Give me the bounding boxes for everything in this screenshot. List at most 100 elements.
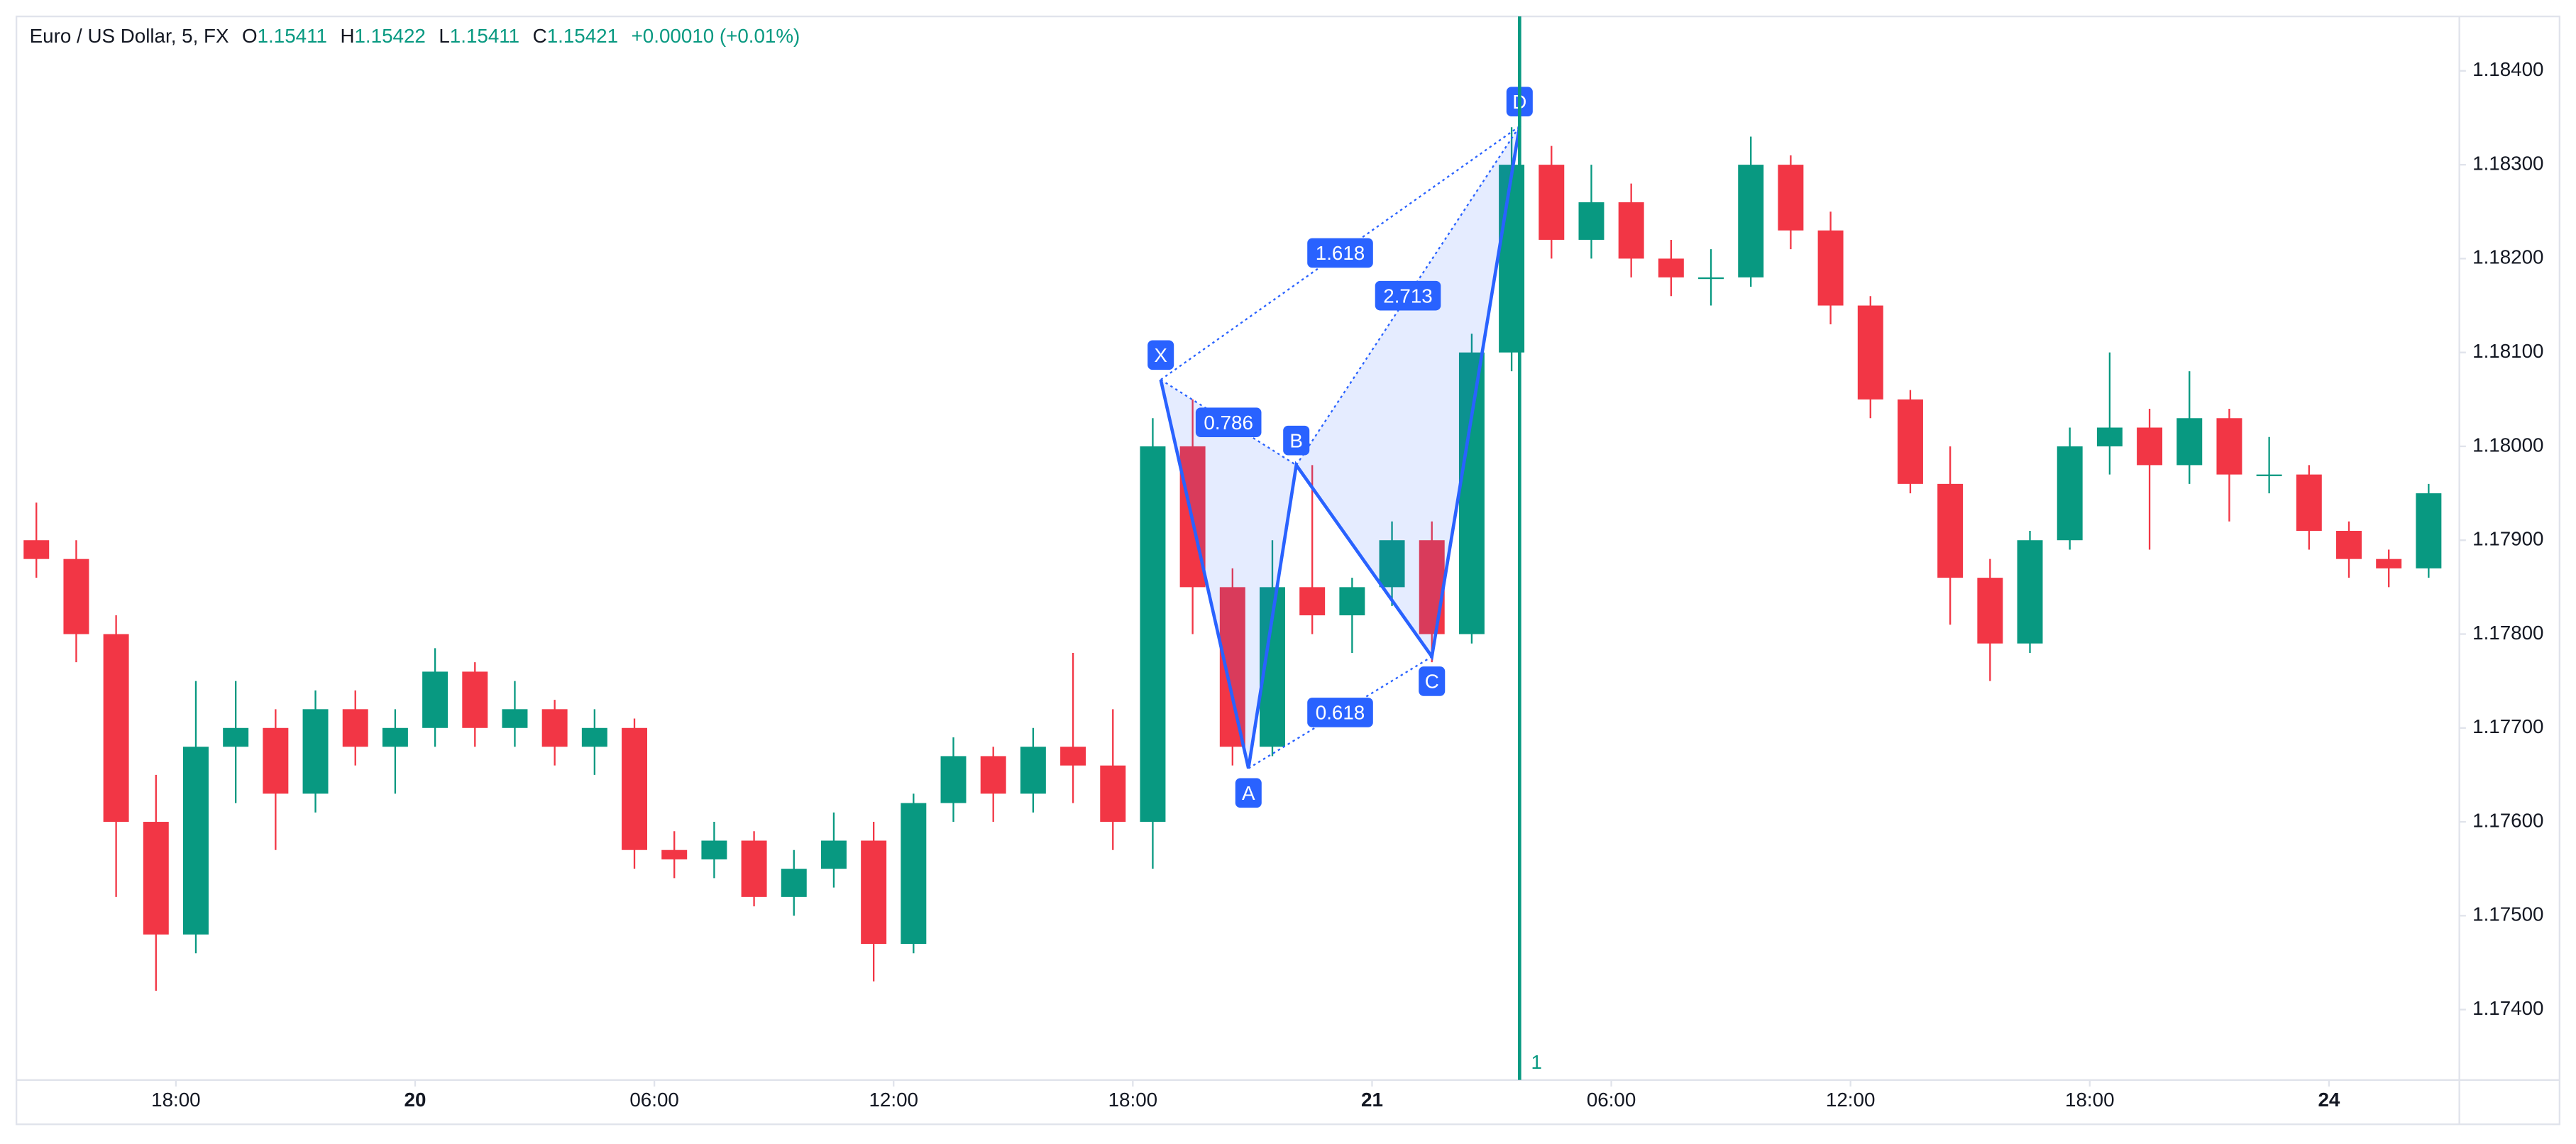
legend-value: 1.15411 bbox=[258, 26, 327, 48]
candle-body bbox=[263, 727, 289, 794]
frame bbox=[15, 15, 2561, 1126]
ratio-box bbox=[1375, 280, 1441, 311]
candle-body bbox=[2336, 530, 2362, 559]
y-tick-label: 1.18100 bbox=[2472, 340, 2543, 362]
candle-body bbox=[940, 756, 967, 803]
candle-body bbox=[820, 840, 847, 869]
candle-body bbox=[1020, 747, 1046, 794]
candle-body bbox=[1379, 540, 1405, 588]
y-tick-label: 1.18200 bbox=[2472, 246, 2543, 268]
point-label: X bbox=[1154, 344, 1167, 366]
point-box bbox=[1419, 666, 1446, 696]
candle-body bbox=[622, 727, 648, 850]
x-tick-label: 24 bbox=[2318, 1089, 2340, 1111]
candle-body bbox=[2057, 446, 2083, 541]
candle-body bbox=[382, 727, 408, 747]
candle-body bbox=[1299, 587, 1326, 616]
point-label: A bbox=[1242, 782, 1255, 804]
candle-body bbox=[781, 869, 807, 897]
y-tick-label: 1.18400 bbox=[2472, 58, 2543, 80]
x-tick-label: 12:00 bbox=[869, 1089, 918, 1111]
ratio-box bbox=[1195, 407, 1262, 438]
pattern-ratio-line bbox=[1248, 656, 1433, 769]
candle-body bbox=[103, 634, 129, 823]
candle-body bbox=[1060, 747, 1086, 766]
candle-body bbox=[1140, 446, 1166, 823]
legend-change: +0.00010 (+0.01%) bbox=[632, 26, 800, 48]
candle-body bbox=[2137, 427, 2163, 466]
candle-body bbox=[2416, 493, 2442, 568]
candle-body bbox=[541, 709, 568, 747]
ratio-box bbox=[1307, 698, 1373, 727]
candle-body bbox=[2096, 427, 2123, 446]
candle-body bbox=[143, 822, 169, 935]
pattern-ratio-line bbox=[1160, 379, 1297, 466]
candle-body bbox=[223, 727, 249, 747]
candle-body bbox=[1100, 765, 1126, 823]
x-tick-label: 18:00 bbox=[1108, 1089, 1157, 1111]
candle-body bbox=[502, 709, 528, 728]
y-tick-label: 1.17600 bbox=[2472, 809, 2543, 831]
point-box bbox=[1147, 340, 1174, 370]
candle-body bbox=[1857, 305, 1883, 400]
candle-body bbox=[2176, 418, 2203, 466]
candle-body bbox=[342, 709, 368, 747]
x-tick-label: 18:00 bbox=[151, 1089, 200, 1111]
candle-body bbox=[2017, 540, 2043, 644]
x-tick-label: 06:00 bbox=[1587, 1089, 1636, 1111]
symbol: Euro / US Dollar, 5, FX bbox=[30, 26, 229, 48]
x-tick-label: 21 bbox=[1361, 1089, 1383, 1111]
point-label: B bbox=[1289, 429, 1303, 451]
x-tick-label: 18:00 bbox=[2065, 1089, 2114, 1111]
candle-body bbox=[901, 803, 927, 945]
ratio-label: 2.713 bbox=[1383, 285, 1432, 307]
y-tick-label: 1.18000 bbox=[2472, 434, 2543, 456]
x-tick-label: 12:00 bbox=[1826, 1089, 1875, 1111]
pattern-fill bbox=[1296, 126, 1520, 657]
candle-body bbox=[581, 727, 607, 747]
candle-body bbox=[1658, 258, 1684, 277]
candle-body bbox=[1778, 165, 1804, 231]
candle-body bbox=[1738, 165, 1764, 277]
candle-body bbox=[2216, 418, 2242, 475]
legend-key: L bbox=[439, 26, 449, 48]
candle-body bbox=[1458, 352, 1485, 634]
y-tick-label: 1.18300 bbox=[2472, 152, 2543, 174]
candle-body bbox=[861, 840, 887, 945]
candle-body bbox=[422, 671, 448, 728]
candle-body bbox=[1977, 578, 2003, 644]
y-tick-label: 1.17900 bbox=[2472, 528, 2543, 550]
candle-body bbox=[302, 709, 329, 794]
y-tick-label: 1.17800 bbox=[2472, 622, 2543, 644]
candle-body bbox=[701, 840, 727, 859]
legend-value: 1.15411 bbox=[450, 26, 519, 48]
candle-body bbox=[1578, 202, 1605, 240]
candle-body bbox=[1698, 277, 1724, 280]
ratio-label: 0.618 bbox=[1316, 702, 1365, 724]
candle-body bbox=[980, 756, 1006, 794]
y-tick-label: 1.17700 bbox=[2472, 715, 2543, 737]
candle-body bbox=[1618, 202, 1644, 259]
candle-body bbox=[741, 840, 767, 897]
candle-body bbox=[462, 671, 488, 728]
legend-key: H bbox=[340, 26, 354, 48]
ratio-label: 0.786 bbox=[1204, 412, 1253, 434]
legend-key: C bbox=[533, 26, 547, 48]
candle-body bbox=[1897, 399, 1923, 484]
candle-body bbox=[1339, 587, 1365, 616]
point-box bbox=[1235, 778, 1262, 808]
candle-body bbox=[661, 849, 688, 859]
vertical-line-label: 1 bbox=[1531, 1051, 1542, 1073]
chart-legend: Euro / US Dollar, 5, FX O1.15411 H1.15422 L… bbox=[30, 26, 800, 48]
ratio-box bbox=[1307, 238, 1373, 268]
candle-body bbox=[63, 559, 89, 634]
candle-body bbox=[1817, 230, 1844, 306]
legend-value: 1.15422 bbox=[354, 26, 425, 48]
candle-body bbox=[1937, 483, 1964, 578]
point-box bbox=[1283, 425, 1310, 456]
candle-body bbox=[23, 540, 50, 559]
legend-key: O bbox=[242, 26, 258, 48]
